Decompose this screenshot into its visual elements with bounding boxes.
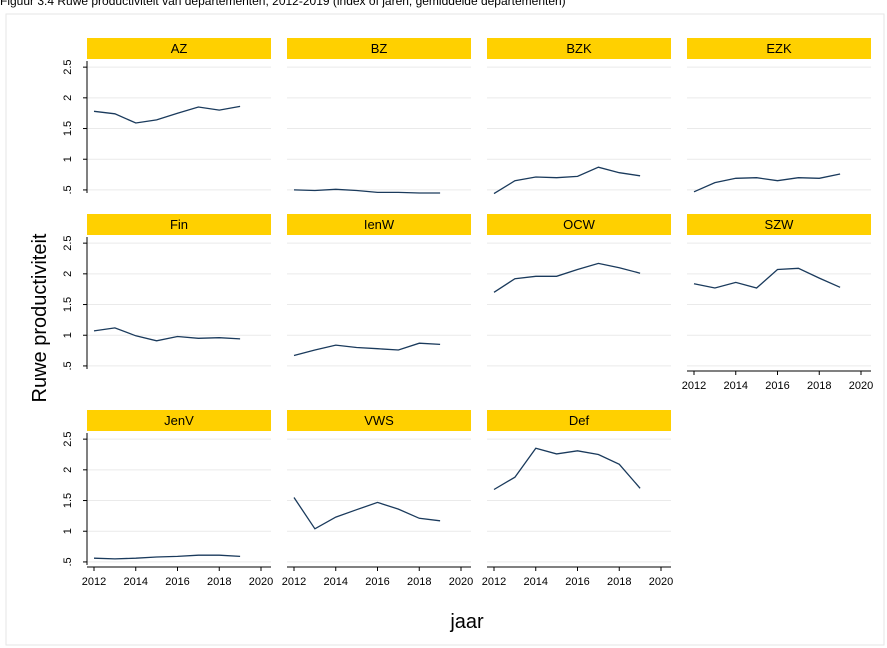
panel-title: SZW bbox=[765, 217, 795, 232]
x-tick-label: 2014 bbox=[124, 576, 148, 588]
series-line bbox=[493, 262, 641, 293]
x-tick-label: 2020 bbox=[649, 576, 673, 588]
series-line bbox=[293, 497, 441, 530]
figure-caption: Figuur 3.4 Ruwe productiviteit van depar… bbox=[0, 0, 566, 8]
series-line bbox=[493, 447, 641, 491]
y-tick-label: 2.5 bbox=[62, 235, 74, 250]
panel-strip bbox=[487, 410, 671, 431]
series-line bbox=[93, 554, 241, 560]
y-tick-label: 1 bbox=[62, 332, 74, 338]
x-tick-label: 2016 bbox=[365, 576, 389, 588]
panel-title: Fin bbox=[170, 217, 188, 232]
x-tick-label: 2018 bbox=[207, 576, 231, 588]
x-tick-label: 2012 bbox=[282, 576, 306, 588]
y-tick-label: 2 bbox=[62, 467, 74, 473]
y-tick-label: 2.5 bbox=[62, 431, 74, 446]
y-tick-label: 1 bbox=[62, 528, 74, 534]
series-line bbox=[93, 105, 241, 124]
x-tick-label: 2016 bbox=[565, 576, 589, 588]
panel-strip bbox=[287, 214, 471, 235]
panel-strip bbox=[487, 38, 671, 59]
panel-title: BZ bbox=[371, 41, 388, 56]
x-tick-label: 2012 bbox=[682, 380, 706, 392]
panel-title: VWS bbox=[364, 413, 394, 428]
y-tick-label: .5 bbox=[62, 185, 74, 194]
x-tick-label: 2012 bbox=[482, 576, 506, 588]
panel-strip bbox=[487, 214, 671, 235]
x-tick-label: 2014 bbox=[524, 576, 548, 588]
x-tick-label: 2020 bbox=[249, 576, 273, 588]
panel-title: AZ bbox=[171, 41, 188, 56]
y-tick-label: .5 bbox=[62, 361, 74, 370]
y-tick-label: 2 bbox=[62, 95, 74, 101]
x-tick-label: 2018 bbox=[807, 380, 831, 392]
y-tick-label: 2.5 bbox=[62, 59, 74, 74]
y-tick-label: 1 bbox=[62, 156, 74, 162]
x-tick-label: 2020 bbox=[449, 576, 473, 588]
panel-strip bbox=[87, 38, 271, 59]
y-tick-label: 1.5 bbox=[62, 493, 74, 508]
panel-strip bbox=[287, 410, 471, 431]
x-tick-label: 2018 bbox=[407, 576, 431, 588]
panel-strip bbox=[87, 410, 271, 431]
y-tick-label: 1.5 bbox=[62, 297, 74, 312]
y-tick-label: .5 bbox=[62, 557, 74, 566]
x-tick-label: 2012 bbox=[82, 576, 106, 588]
plot-background bbox=[5, 13, 885, 646]
y-tick-label: 2 bbox=[62, 271, 74, 277]
x-tick-label: 2014 bbox=[324, 576, 348, 588]
x-axis-label: jaar bbox=[449, 611, 484, 633]
panel-title: Def bbox=[569, 413, 590, 428]
panel-title: OCW bbox=[563, 217, 596, 232]
panel-strip bbox=[287, 38, 471, 59]
y-axis-label: Ruwe productiviteit bbox=[29, 233, 51, 402]
panel-title: JenV bbox=[164, 413, 194, 428]
series-line bbox=[93, 327, 241, 342]
x-tick-label: 2016 bbox=[165, 576, 189, 588]
series-line bbox=[493, 166, 641, 195]
series-line bbox=[293, 188, 441, 194]
series-line bbox=[293, 342, 441, 357]
series-line bbox=[693, 173, 841, 193]
x-tick-label: 2016 bbox=[765, 380, 789, 392]
panel-title: BZK bbox=[566, 41, 592, 56]
panel-strip bbox=[687, 214, 871, 235]
x-tick-label: 2018 bbox=[607, 576, 631, 588]
panel-title: EZK bbox=[766, 41, 792, 56]
x-tick-label: 2014 bbox=[724, 380, 748, 392]
panel-strip bbox=[87, 214, 271, 235]
panel-strip bbox=[687, 38, 871, 59]
y-tick-label: 1.5 bbox=[62, 121, 74, 136]
panel-title: IenW bbox=[364, 217, 395, 232]
series-line bbox=[693, 267, 841, 289]
x-tick-label: 2020 bbox=[849, 380, 873, 392]
